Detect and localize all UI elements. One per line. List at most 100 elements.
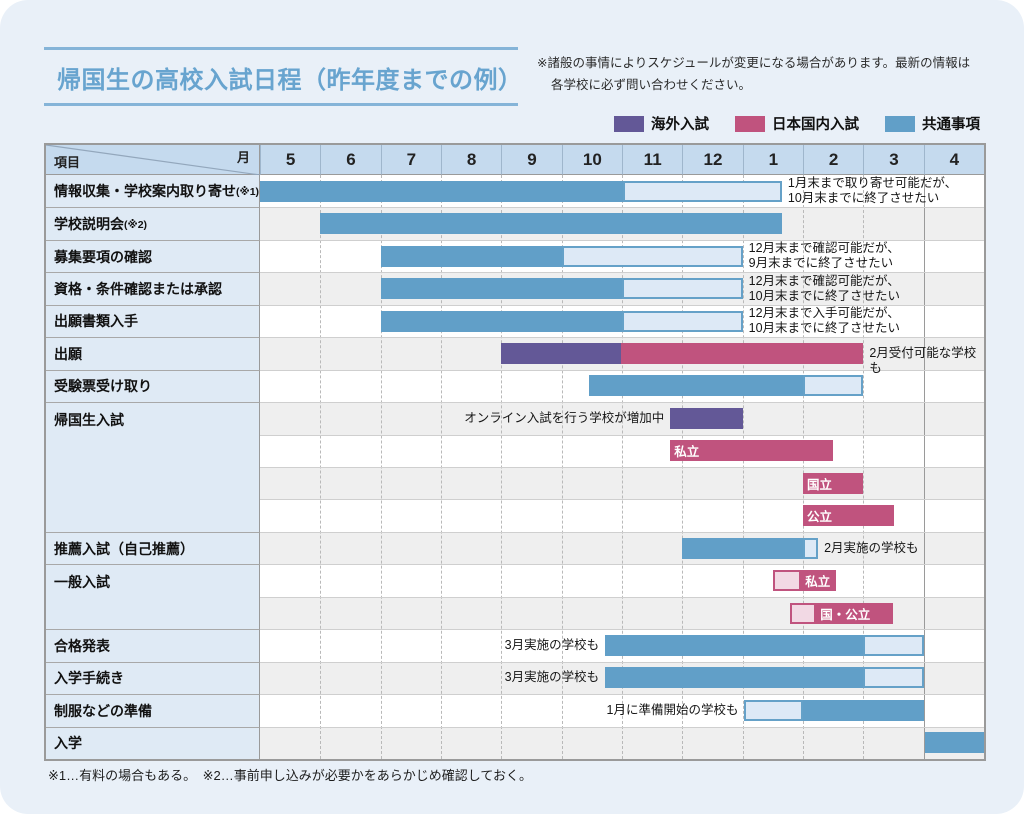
gantt-bar-blueLight [863,634,924,656]
bar-annotation-post: 2月受付可能な学校も [869,345,977,375]
row-label: 情報収集・学校案内取り寄せ (※1) [46,175,260,208]
gantt-bar-blue [925,732,984,754]
gantt-bar-pinkLight [772,570,802,592]
gantt-bar-blue [380,245,562,267]
gantt-bar-blueLight [803,537,819,559]
gantt-bar-blueLight [622,278,743,300]
gantt-bar-blueLight [561,245,743,267]
bar-inner-label: 私立 [674,445,700,460]
gantt-bar-blueLight [623,180,782,202]
row-label-text: 合格発表 [54,637,110,654]
legend-label: 日本国内入試 [772,117,859,133]
gantt-bar-blueLight [622,310,743,332]
table-corner-header: 月 項目 [46,145,260,175]
gantt-bar-blueLight [744,699,803,721]
row-label-text: 帰国生入試 [54,412,124,429]
legend-item-0: 海外入試 [614,113,709,134]
month-header-cell: 4 [923,145,984,175]
row-label: 入学 [46,726,260,759]
corner-month-label: 月 [236,150,250,165]
month-header-cell: 2 [803,145,864,175]
month-header-cell: 6 [320,145,381,175]
schedule-gantt-table: 月項目 5 6 7 8 9 10 11 12 1 2 3 4 情報収集・学校案内取り寄せ (※1) 1月末まで… [44,143,986,761]
gantt-bar-pink: 国立 [803,472,864,494]
gantt-bar-pink [620,342,864,364]
row-label-text: 資格・条件確認または承認 [54,281,222,298]
bar-inner-label: 公立 [807,510,833,525]
row-gridline [260,629,984,631]
gantt-bar-blueLight [863,667,924,689]
bar-annotation-post: 2月実施の学校も [824,540,919,555]
bar-annotation-post: 12月末まで入手可能だが、 10月末までに終了させたい [748,306,901,335]
footnotes: ※1…有料の場合もある。 ※2…事前申し込みが必要かをあらかじめ確認しておく。 [48,768,532,783]
row-label: 出願 [46,337,260,370]
row-gridline [260,337,984,339]
gantt-bar-blue [380,310,622,332]
row-label: 資格・条件確認または承認 [46,272,260,305]
row-gridline [260,726,984,728]
row-gridline [260,499,984,501]
row-gridline [260,434,984,436]
legend-item-2: 共通事項 [885,113,980,134]
row-label-text: 入学 [54,735,82,752]
row-gridline [260,369,984,371]
month-header-cell: 7 [380,145,441,175]
row-label: 募集要項の確認 [46,239,260,273]
row-gridline [260,467,984,468]
month-header-cell: 12 [682,145,743,175]
bar-annotation-pre: 3月実施の学校も [504,670,600,685]
row-label-text: 一般入試 [54,574,110,591]
row-label: 入学手続き [46,661,260,695]
month-header-cell: 9 [501,145,562,175]
month-header-cell: 10 [561,145,622,175]
gantt-bar-purple [501,342,621,364]
gantt-bar-blueLight [803,375,864,397]
bar-inner-label: 私立 [805,575,831,590]
legend-label: 海外入試 [651,117,709,133]
corner-item-label: 項目 [54,155,81,170]
row-label: 一般入試 [46,564,260,630]
bar-annotation-pre: オンライン入試を行う学校が増加中 [464,410,665,425]
gantt-bar-purple [670,407,743,429]
row-label-text: 推薦入試（自己推薦） [54,540,194,557]
bar-inner-label: 国・公立 [820,607,871,622]
gantt-bar-pink: 国・公立 [816,602,894,624]
legend-swatch [885,115,915,132]
row-label-suffix: (※2) [124,219,148,232]
row-label-text: 受験票受け取り [54,378,152,395]
row-gridline [260,564,984,566]
row-label-suffix: (※1) [236,186,260,199]
month-header-cell: 11 [622,145,683,175]
row-label: 制服などの準備 [46,694,260,727]
row-label: 合格発表 [46,629,260,662]
row-label-text: 出願 [54,345,82,362]
row-label: 出願書類入手 [46,304,260,338]
bar-annotation-pre: 1月に準備開始の学校も [606,702,739,717]
gantt-bar-blue [588,375,803,397]
legend-item-1: 日本国内入試 [735,113,859,134]
row-label: 帰国生入試 [46,402,260,532]
title-rule-bottom [44,103,518,106]
legend-label: 共通事項 [922,117,980,133]
row-label: 受験票受け取り [46,369,260,403]
month-header-cell: 5 [260,145,321,175]
gantt-bar-blue [605,667,864,689]
gantt-bar-pink: 私立 [670,440,834,462]
bar-annotation-post: 1月末まで取り寄せ可能だが、 10月末までに終了させたい [787,176,958,206]
row-gridline [260,207,984,209]
row-gridline [260,272,984,274]
page-title: 帰国生の高校入試日程（昨年度までの例） [57,67,523,94]
row-label-text: 制服などの準備 [54,702,152,719]
legend: 海外入試 日本国内入試 共通事項 [614,113,980,134]
legend-swatch [735,115,765,132]
gantt-bar-blue [260,180,624,202]
month-header-cell: 1 [742,145,803,175]
row-gridline [260,531,984,533]
row-gridline [260,239,984,241]
gantt-bar-blue [320,213,782,235]
row-gridline [260,304,984,306]
row-gridline [260,661,984,663]
month-header-cell: 8 [441,145,502,175]
title-rule-top [44,47,518,50]
